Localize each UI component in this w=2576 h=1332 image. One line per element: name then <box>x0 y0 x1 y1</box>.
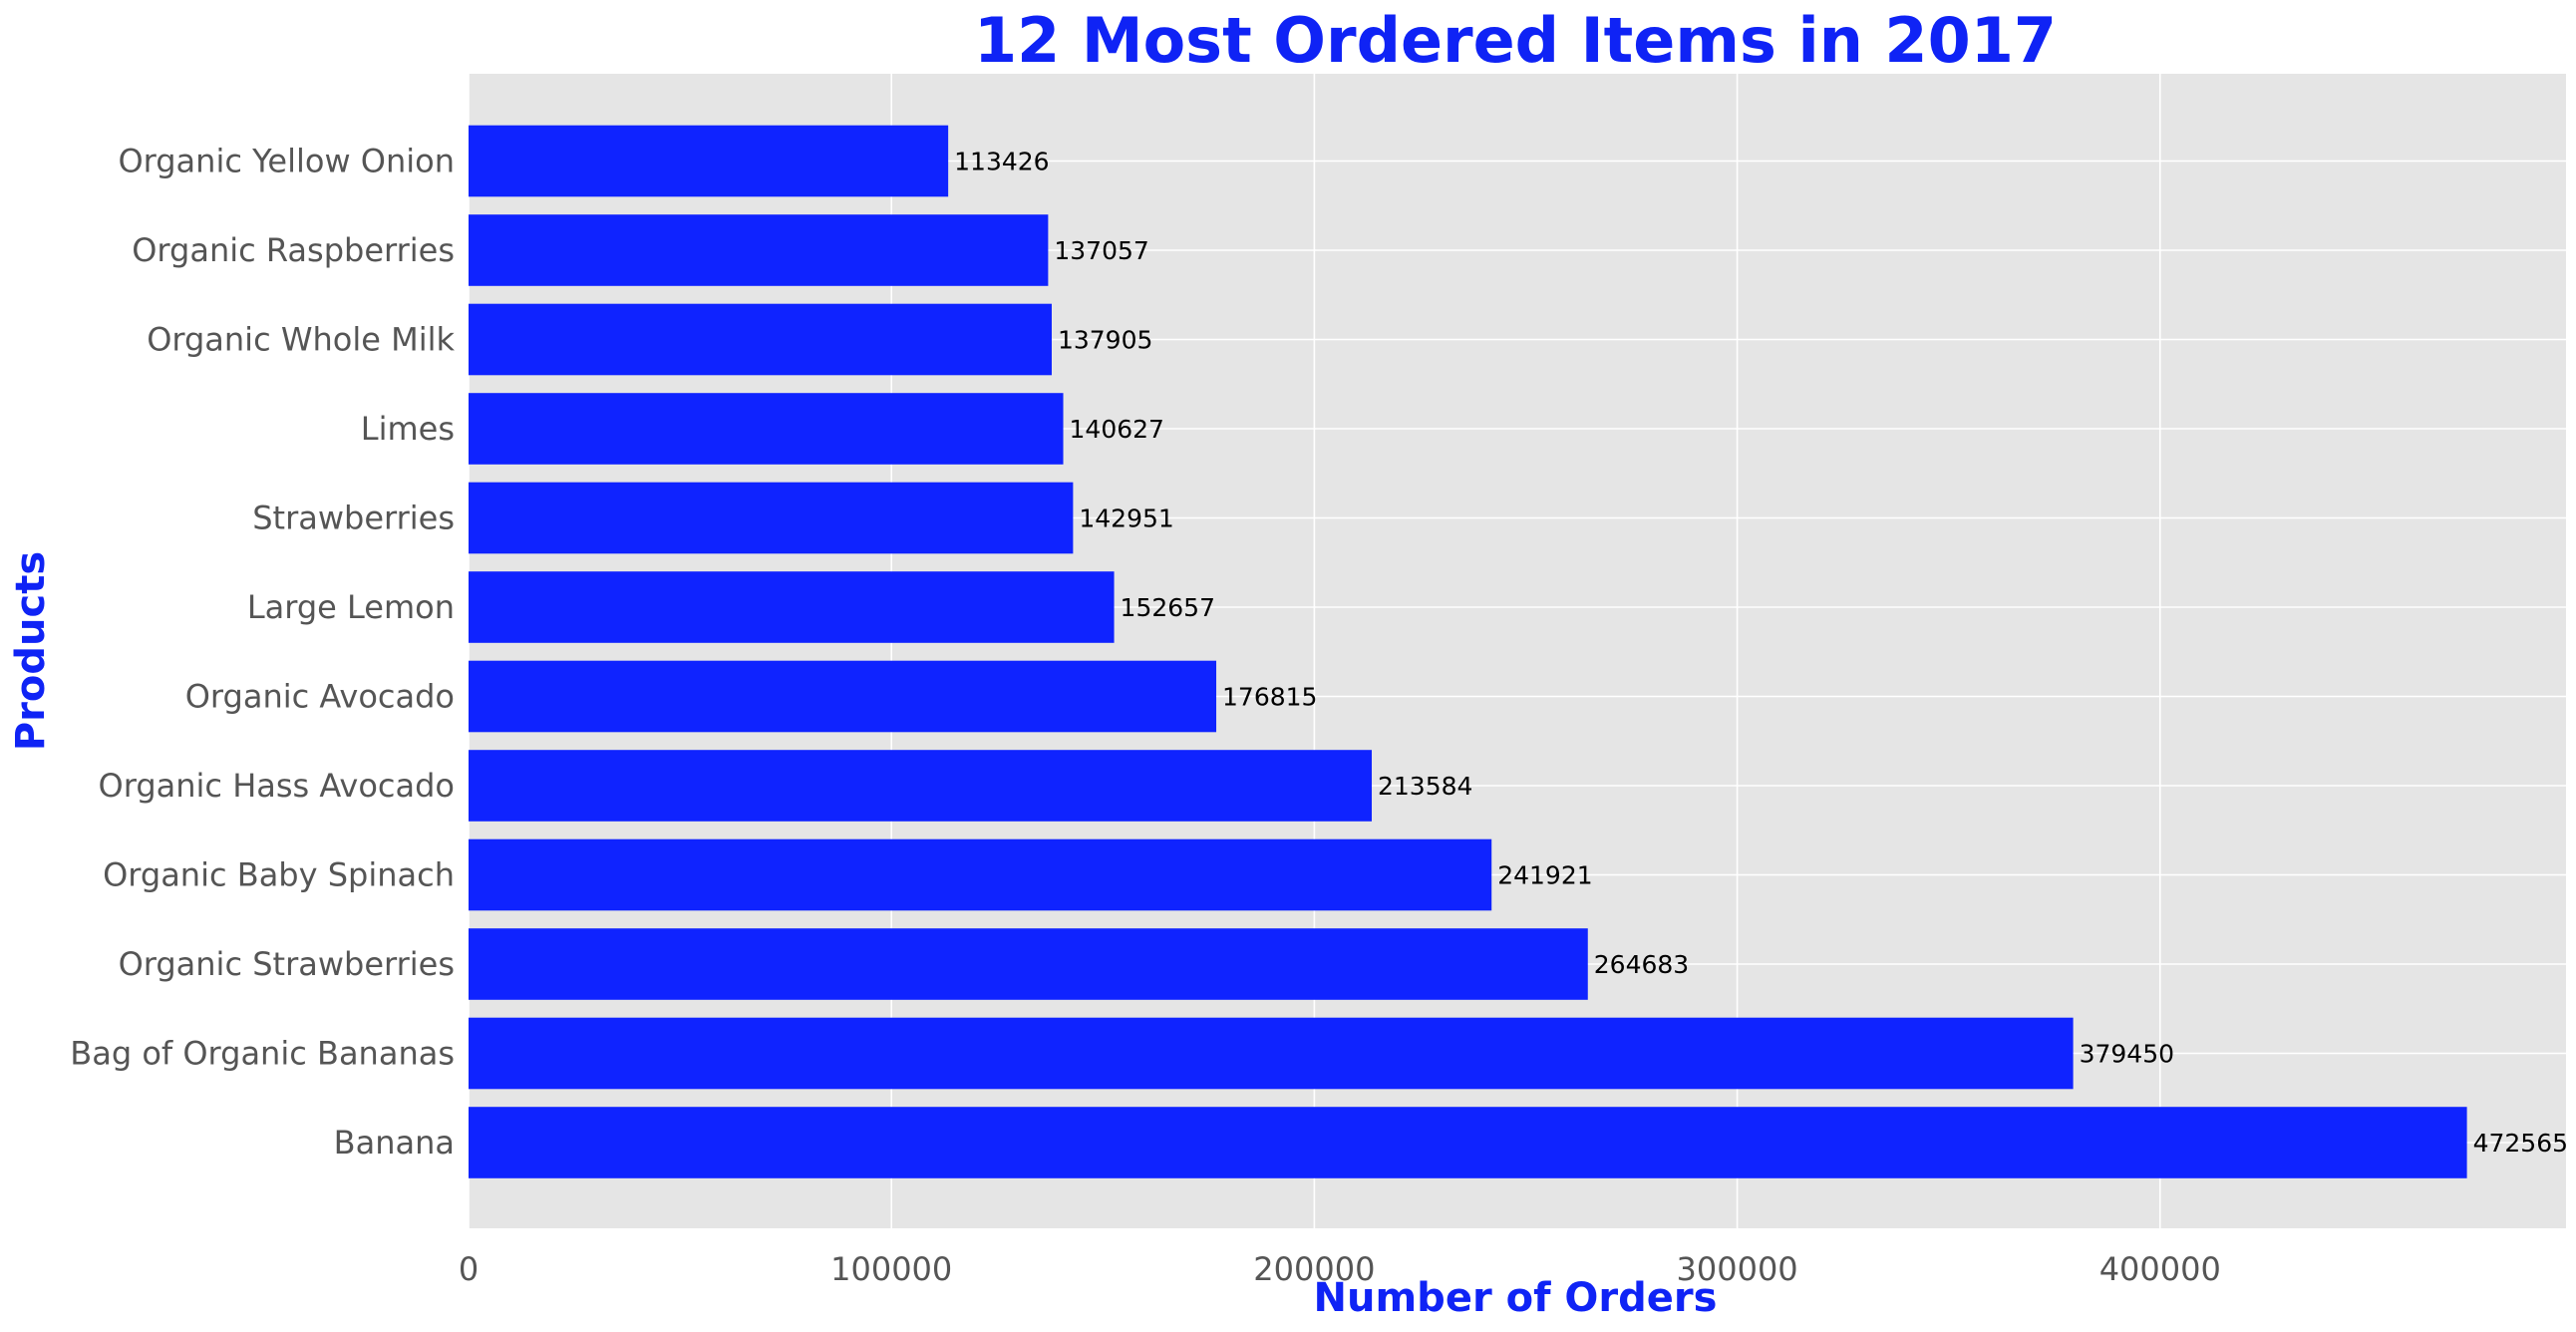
y-tick-labels: Banana Bag of Organic Bananas Organic Stra… <box>70 143 455 1163</box>
bar-value-label: 113426 <box>954 148 1049 176</box>
bar-value-label: 241921 <box>1497 861 1592 890</box>
chart-title: 12 Most Ordered Items in 2017 <box>974 4 2057 77</box>
y-axis-label: Products <box>8 551 54 751</box>
bar <box>469 214 1049 286</box>
y-tick-label: Bag of Organic Bananas <box>70 1035 455 1073</box>
bar <box>469 125 949 197</box>
bar-value-label: 264683 <box>1594 950 1689 979</box>
bar-value-label: 140627 <box>1070 415 1164 444</box>
x-tick-label: 0 <box>459 1250 479 1288</box>
bar-value-label: 176815 <box>1222 683 1317 712</box>
bar <box>469 303 1052 376</box>
y-tick-label: Large Lemon <box>247 588 455 626</box>
y-tick-label: Organic Strawberries <box>119 945 455 983</box>
bar-value-label: 137905 <box>1058 326 1152 355</box>
bar <box>469 750 1373 822</box>
y-tick-label: Organic Raspberries <box>132 231 455 269</box>
y-tick-label: Banana <box>334 1124 455 1162</box>
bar <box>469 1107 2467 1178</box>
y-tick-label: Organic Hass Avocado <box>99 767 455 805</box>
x-axis-label: Number of Orders <box>1314 1275 1718 1321</box>
y-tick-label: Strawberries <box>252 500 455 537</box>
x-tick-label: 100000 <box>830 1250 952 1288</box>
y-tick-label: Organic Avocado <box>185 678 455 716</box>
bar <box>469 482 1074 554</box>
bar-value-label: 213584 <box>1378 772 1472 801</box>
x-tick-label: 400000 <box>2099 1250 2221 1288</box>
bar-value-label: 472565 <box>2473 1129 2568 1158</box>
bar-value-label: 142951 <box>1079 504 1173 533</box>
x-tick-labels: 0 100000 200000 300000 400000 <box>459 1250 2221 1288</box>
bar <box>469 1017 2074 1090</box>
y-tick-label: Limes <box>361 410 455 448</box>
data-labels: 472565 379450 264683 241921 213584 176815 1526… <box>954 148 2568 1159</box>
bar <box>469 571 1115 643</box>
bar <box>469 838 1492 911</box>
bar <box>469 393 1064 465</box>
bar-value-label: 152657 <box>1121 593 1215 622</box>
bars <box>469 125 2467 1178</box>
y-tick-label: Organic Yellow Onion <box>118 143 455 180</box>
bar <box>469 928 1588 1000</box>
bar-value-label: 137057 <box>1054 236 1148 265</box>
y-tick-label: Organic Whole Milk <box>147 321 455 359</box>
y-tick-label: Organic Baby Spinach <box>103 856 455 894</box>
bar-value-label: 379450 <box>2080 1040 2174 1069</box>
x-tick-label: 300000 <box>1677 1250 1798 1288</box>
x-tick-label: 200000 <box>1253 1250 1375 1288</box>
bar <box>469 660 1217 733</box>
